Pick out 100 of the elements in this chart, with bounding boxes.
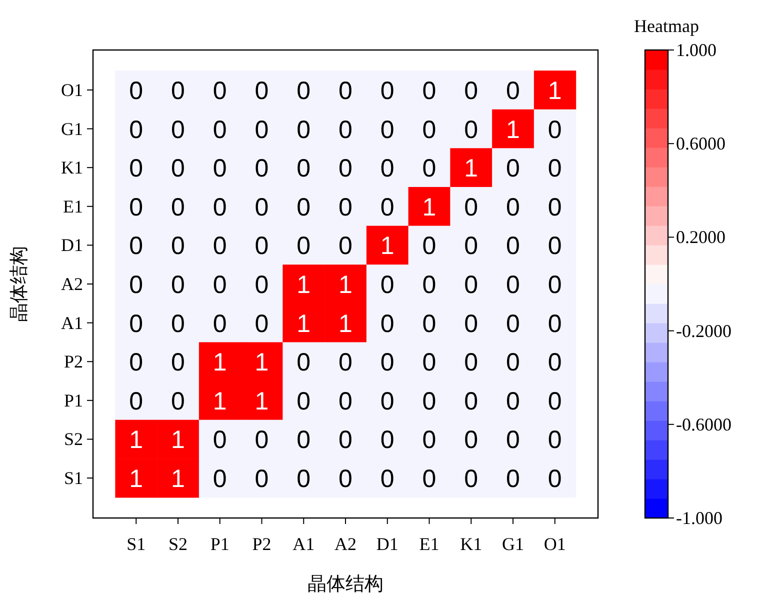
data-label: 1 bbox=[129, 426, 144, 454]
data-label: 1 bbox=[422, 193, 436, 222]
data-label: 0 bbox=[380, 116, 394, 144]
data-label: 0 bbox=[129, 116, 144, 144]
data-label: 0 bbox=[254, 76, 269, 105]
data-label: 0 bbox=[464, 426, 478, 454]
x-tick-label: K1 bbox=[460, 534, 482, 554]
data-label: 0 bbox=[338, 465, 352, 494]
data-label: 0 bbox=[296, 116, 311, 144]
data-label: 0 bbox=[506, 76, 520, 105]
color-bar-label: -1.000 bbox=[676, 508, 722, 528]
data-label: 0 bbox=[296, 193, 311, 222]
data-label: 0 bbox=[506, 232, 520, 260]
data-label: 0 bbox=[464, 232, 478, 260]
y-tick-label: K1 bbox=[61, 158, 83, 178]
data-label: 0 bbox=[254, 465, 269, 494]
data-label: 0 bbox=[129, 193, 144, 222]
data-label: 0 bbox=[129, 348, 144, 377]
data-label: 0 bbox=[548, 465, 562, 494]
data-label: 0 bbox=[338, 348, 352, 377]
data-label: 0 bbox=[422, 310, 436, 338]
data-label: 0 bbox=[422, 387, 436, 416]
data-label: 1 bbox=[254, 348, 269, 377]
data-label: 0 bbox=[422, 271, 436, 299]
data-label: 0 bbox=[171, 387, 185, 416]
data-label: 0 bbox=[422, 154, 436, 183]
data-label: 1 bbox=[338, 271, 352, 299]
data-label: 0 bbox=[338, 116, 352, 144]
data-label: 0 bbox=[212, 193, 227, 222]
data-label: 0 bbox=[422, 116, 436, 144]
data-label: 1 bbox=[129, 465, 144, 494]
data-label: 0 bbox=[506, 426, 520, 454]
color-bar-title: Heatmap bbox=[634, 16, 699, 36]
data-label: 0 bbox=[506, 271, 520, 299]
data-label: 0 bbox=[212, 310, 227, 338]
data-label: 0 bbox=[171, 154, 185, 183]
y-tick-label: O1 bbox=[61, 80, 83, 100]
data-label: 0 bbox=[422, 76, 436, 105]
y-tick-label: S1 bbox=[64, 468, 83, 488]
data-label: 0 bbox=[506, 465, 520, 494]
data-label: 0 bbox=[422, 465, 436, 494]
data-label: 0 bbox=[464, 348, 478, 377]
data-label: 0 bbox=[338, 193, 352, 222]
data-label: 0 bbox=[506, 310, 520, 338]
data-label: 0 bbox=[338, 387, 352, 416]
data-label: 0 bbox=[464, 271, 478, 299]
data-label: 0 bbox=[548, 116, 562, 144]
data-label: 0 bbox=[380, 465, 394, 494]
data-label: 0 bbox=[171, 193, 185, 222]
data-label: 0 bbox=[338, 76, 352, 105]
data-label: 0 bbox=[548, 348, 562, 377]
data-label: 1 bbox=[296, 310, 311, 338]
data-label: 0 bbox=[171, 348, 185, 377]
data-label: 1 bbox=[296, 271, 311, 299]
data-label: 0 bbox=[171, 271, 185, 299]
data-label: 0 bbox=[464, 387, 478, 416]
data-label: 1 bbox=[548, 76, 562, 105]
data-label: 0 bbox=[380, 387, 394, 416]
data-label: 0 bbox=[254, 310, 269, 338]
data-label: 0 bbox=[422, 232, 436, 260]
x-axis-title: 晶体结构 bbox=[308, 574, 384, 595]
y-tick-label: D1 bbox=[61, 235, 83, 256]
data-label: 0 bbox=[171, 232, 185, 260]
data-label: 1 bbox=[506, 116, 520, 144]
data-label: 0 bbox=[129, 387, 144, 416]
data-label: 0 bbox=[212, 154, 227, 183]
data-label: 1 bbox=[171, 465, 185, 494]
data-label: 0 bbox=[212, 116, 227, 144]
data-label: 0 bbox=[380, 271, 394, 299]
data-label: 0 bbox=[254, 154, 269, 183]
data-label: 1 bbox=[254, 387, 269, 416]
data-label: 0 bbox=[296, 154, 311, 183]
data-label: 0 bbox=[129, 310, 144, 338]
data-label: 1 bbox=[464, 154, 478, 183]
x-tick-label: E1 bbox=[419, 534, 440, 554]
data-label: 0 bbox=[129, 271, 144, 299]
data-label: 0 bbox=[464, 310, 478, 338]
data-label: 0 bbox=[338, 154, 352, 183]
data-label: 0 bbox=[506, 193, 520, 222]
x-tick-label: A1 bbox=[292, 534, 315, 554]
data-label: 0 bbox=[171, 116, 185, 144]
data-label: 0 bbox=[171, 310, 185, 338]
color-bar-label: -0.6000 bbox=[676, 414, 732, 434]
data-label: 0 bbox=[548, 154, 562, 183]
data-label: 0 bbox=[212, 76, 227, 105]
data-label: 0 bbox=[422, 426, 436, 454]
data-label: 0 bbox=[548, 387, 562, 416]
data-label: 0 bbox=[254, 232, 269, 260]
y-tick-label: A2 bbox=[61, 274, 83, 294]
x-tick-label: D1 bbox=[376, 534, 398, 554]
data-label: 0 bbox=[296, 387, 311, 416]
data-label: 0 bbox=[296, 465, 311, 494]
x-tick-label: S2 bbox=[168, 534, 188, 554]
y-tick-label: G1 bbox=[61, 118, 83, 139]
data-label: 1 bbox=[212, 387, 227, 416]
data-label: 0 bbox=[548, 232, 562, 260]
data-label: 0 bbox=[464, 193, 478, 222]
y-tick-label: E1 bbox=[63, 196, 83, 216]
data-label: 0 bbox=[422, 348, 436, 377]
x-tick-label: G1 bbox=[502, 534, 524, 554]
